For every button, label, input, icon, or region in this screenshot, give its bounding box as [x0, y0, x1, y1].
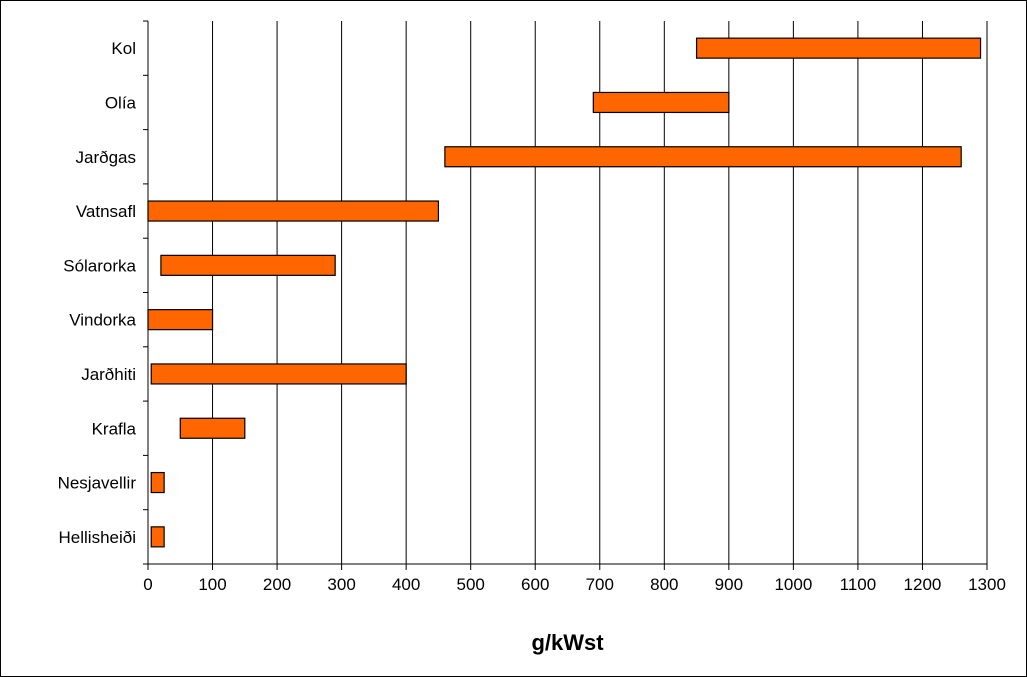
bar-2 [592, 91, 730, 114]
x-tick-label: 1300 [968, 575, 1006, 594]
x-tick-label: 600 [521, 575, 549, 594]
category-label: Jarðgas [76, 148, 136, 167]
bar-5 [160, 254, 336, 276]
x-tick-label: 1000 [774, 575, 812, 594]
x-axis-title: g/kWst [531, 630, 604, 655]
x-tick-label: 1100 [840, 575, 877, 594]
axes [147, 21, 987, 565]
category-label: Nesjavellir [58, 474, 137, 493]
category-label: Sólarorka [63, 256, 136, 275]
category-label: Hellisheiði [59, 528, 136, 547]
category-label: Vindorka [69, 311, 136, 330]
x-tick-label: 400 [392, 575, 420, 594]
x-tick-label: 100 [198, 575, 226, 594]
category-label: Krafla [92, 419, 137, 438]
x-tick-label: 900 [715, 575, 743, 594]
category-label: Olía [105, 93, 137, 112]
category-label: Kol [111, 39, 136, 58]
bar-8 [179, 417, 246, 439]
x-tick-labels: 0 100 200 300 400 500 600 700 800 900 1000 1100 1200… [143, 575, 1006, 594]
bar-1 [695, 37, 982, 59]
bar-10 [150, 526, 165, 548]
category-labels: Kol Olía Jarðgas Vatnsafl Sólarorka Vindorka J… [58, 39, 137, 547]
x-tick-label: 500 [457, 575, 485, 594]
gridlines [143, 20, 988, 570]
bar-9 [150, 471, 165, 494]
bars [147, 37, 982, 548]
x-tick-label: 300 [327, 575, 355, 594]
bar-3 [444, 146, 962, 168]
x-tick-label: 800 [650, 575, 678, 594]
x-tick-label: 700 [586, 575, 614, 594]
category-label: Vatnsafl [76, 202, 136, 221]
bar-4 [147, 200, 440, 222]
x-tick-label: 200 [263, 575, 291, 594]
x-tick-label: 1200 [904, 575, 942, 594]
bar-7 [150, 363, 407, 385]
bar-6 [147, 309, 214, 331]
category-label: Jarðhiti [81, 365, 136, 384]
x-tick-label: 0 [143, 575, 152, 594]
